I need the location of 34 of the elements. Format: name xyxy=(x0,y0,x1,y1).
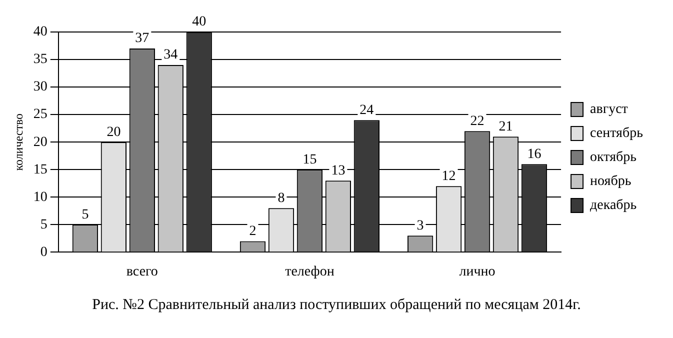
data-label: 16 xyxy=(527,146,542,162)
y-tick-label: 0 xyxy=(40,244,48,260)
y-tick-label: 35 xyxy=(33,52,48,68)
data-label: 24 xyxy=(360,102,374,118)
x-tick-label: лично xyxy=(459,264,496,280)
x-tick-label: всего xyxy=(126,264,158,280)
data-label: 22 xyxy=(470,114,484,129)
data-label: 8 xyxy=(278,190,285,206)
data-label: 20 xyxy=(106,124,121,140)
legend-label: сентябрь xyxy=(590,126,644,142)
data-label: 37 xyxy=(135,31,150,46)
data-label: 34 xyxy=(164,48,178,63)
data-label: 3 xyxy=(416,218,424,234)
data-label: 15 xyxy=(302,152,317,168)
data-label: 5 xyxy=(82,207,89,222)
y-tick-label: 40 xyxy=(33,24,48,40)
y-tick-label: 25 xyxy=(33,107,48,122)
y-tick-label: 15 xyxy=(33,162,48,178)
text: Рис. №2 Сравнительный анализ поступивших обращений по месяцам 2014г. xyxy=(91,297,582,314)
legend-label: декабрь xyxy=(590,198,637,214)
data-label: 12 xyxy=(442,168,456,184)
legend-label: август xyxy=(590,102,628,118)
data-label: 13 xyxy=(331,163,346,178)
legend-label: ноябрь xyxy=(590,174,632,190)
y-axis-title: количество xyxy=(11,113,26,171)
data-label: 2 xyxy=(249,224,256,239)
legend-label: октябрь xyxy=(590,150,637,166)
x-tick-label: телефон xyxy=(285,264,335,280)
y-tick-label: 20 xyxy=(33,134,48,150)
y-tick-label: 10 xyxy=(33,190,48,205)
data-label: 40 xyxy=(192,14,206,30)
data-label: 21 xyxy=(498,119,513,134)
y-tick-label: 5 xyxy=(40,217,48,232)
y-tick-label: 30 xyxy=(33,80,48,95)
